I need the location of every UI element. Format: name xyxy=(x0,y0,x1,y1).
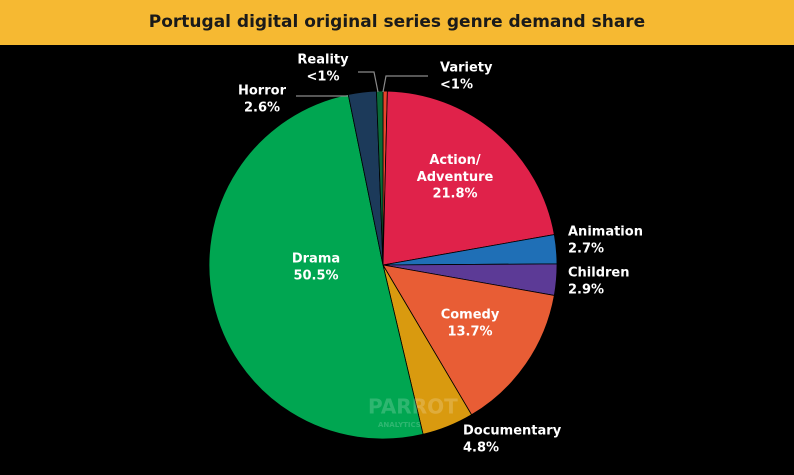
slice-label: Variety xyxy=(440,61,493,76)
watermark-sub: ANALYTICS xyxy=(378,421,421,429)
pie xyxy=(208,90,558,440)
watermark: PARROT xyxy=(368,395,458,419)
title-bar xyxy=(0,0,794,45)
leader-line xyxy=(382,75,428,93)
slice-value-label: 2.9% xyxy=(568,283,604,298)
slice-label: Reality xyxy=(297,53,349,68)
pie-slice xyxy=(382,90,555,266)
slice-value-label: 13.7% xyxy=(447,325,492,340)
slice-label: Children xyxy=(568,266,630,281)
slice-label: Comedy xyxy=(441,308,500,323)
slice-label: Horror xyxy=(238,84,287,99)
slice-label: Animation xyxy=(568,225,643,240)
pie-slice xyxy=(382,264,555,416)
slice-value-label: 4.8% xyxy=(463,441,499,456)
slice-value-label: 2.7% xyxy=(568,242,604,257)
slice-label: Drama xyxy=(292,252,340,267)
slice-value-label: <1% xyxy=(307,70,340,85)
slice-value-label: 50.5% xyxy=(293,269,338,284)
pie-slice xyxy=(208,94,424,440)
slice-value-label: 2.6% xyxy=(244,101,280,116)
leader-line xyxy=(358,71,379,93)
slice-value-label: <1% xyxy=(440,78,473,93)
slice-label: Documentary xyxy=(463,424,562,439)
leader-lines xyxy=(296,71,428,97)
slice-label: Action/Adventure xyxy=(417,153,494,185)
chart-title: Portugal digital original series genre d… xyxy=(149,12,645,32)
slice-value-label: 21.8% xyxy=(432,187,477,202)
